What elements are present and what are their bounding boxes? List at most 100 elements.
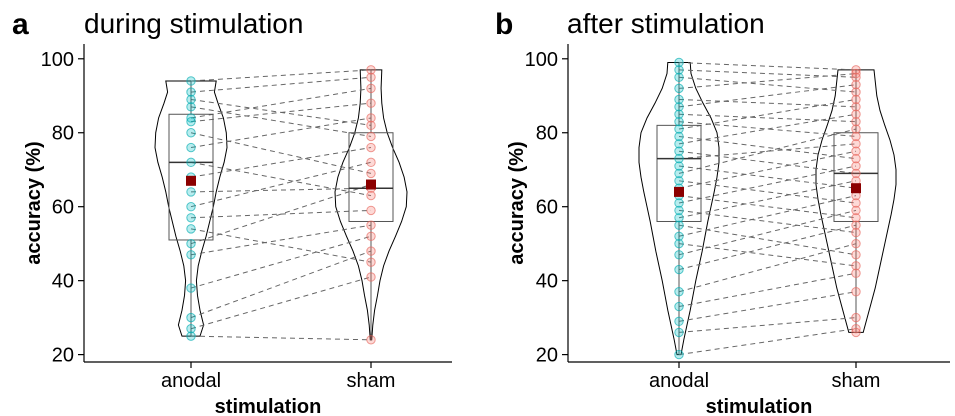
y-tick-label: 80 <box>52 123 74 145</box>
data-point-anodal <box>674 301 684 312</box>
violin-anodal <box>638 61 720 356</box>
data-point-anodal <box>186 331 196 341</box>
pair-line <box>678 113 857 123</box>
data-point-anodal <box>186 213 196 223</box>
pair-line <box>678 209 857 234</box>
pair-line <box>190 161 372 197</box>
y-axis-title: accuracy (%) <box>23 141 45 264</box>
pair-line <box>190 335 372 341</box>
data-point-anodal <box>674 65 684 75</box>
data-point-sham <box>366 142 376 153</box>
data-point-anodal <box>186 142 196 153</box>
data-point-anodal <box>186 224 196 234</box>
data-point-sham <box>366 83 376 94</box>
box-sham <box>348 132 394 222</box>
data-point-anodal <box>674 124 684 134</box>
pair-line <box>190 250 372 319</box>
data-point-sham <box>851 65 861 75</box>
pair-line <box>190 147 372 178</box>
data-point-anodal <box>674 168 684 179</box>
x-axis-title: stimulation <box>706 396 813 416</box>
pair-line <box>190 187 372 193</box>
data-point-anodal <box>674 205 684 216</box>
mean-marker-sham <box>366 179 376 190</box>
mean-marker-sham <box>851 183 861 194</box>
pair-line <box>678 98 857 108</box>
data-point-sham <box>851 327 861 338</box>
x-tick-label-sham: sham <box>832 370 881 392</box>
data-point-anodal <box>186 116 196 127</box>
data-point-sham <box>366 98 376 108</box>
y-tick-label: 100 <box>525 49 558 71</box>
data-point-sham <box>851 87 861 97</box>
data-point-anodal <box>674 220 684 230</box>
violin-sham <box>815 69 897 333</box>
panel-letter: a <box>12 8 29 41</box>
pair-line <box>190 235 372 289</box>
pair-line <box>678 84 857 108</box>
pair-line <box>678 128 857 174</box>
x-tick-label-anodal: anodal <box>649 370 709 392</box>
data-point-sham <box>851 227 861 238</box>
data-point-anodal <box>186 187 196 197</box>
data-point-anodal <box>674 250 684 260</box>
pair-line <box>678 180 857 204</box>
x-tick-label-anodal: anodal <box>161 370 221 392</box>
data-point-sham <box>851 268 861 278</box>
data-point-sham <box>851 220 861 230</box>
data-point-anodal <box>674 94 684 105</box>
data-point-sham <box>851 131 861 142</box>
y-tick-label: 80 <box>536 123 558 145</box>
data-point-sham <box>366 257 376 267</box>
panel-title: after stimulation <box>567 8 765 39</box>
data-point-anodal <box>186 283 196 293</box>
box-anodal <box>168 113 214 241</box>
data-point-sham <box>851 94 861 105</box>
pair-line <box>190 87 372 119</box>
panel-title: during stimulation <box>84 8 303 39</box>
pair-line <box>678 69 857 78</box>
data-point-sham <box>851 109 861 119</box>
mean-marker-anodal <box>674 186 684 197</box>
data-point-sham <box>851 72 861 82</box>
data-point-anodal <box>674 213 684 223</box>
data-point-sham <box>851 287 861 297</box>
data-point-anodal <box>186 102 196 112</box>
data-point-sham <box>366 220 376 230</box>
data-point-anodal <box>674 198 684 208</box>
data-point-anodal <box>186 87 196 97</box>
panel-letter: b <box>495 8 513 41</box>
pair-line <box>678 291 857 322</box>
pair-line <box>190 132 372 174</box>
x-axis-title: stimulation <box>215 396 322 416</box>
pair-line <box>678 317 857 333</box>
data-point-sham <box>851 213 861 223</box>
data-point-sham <box>366 272 376 282</box>
data-point-sham <box>851 161 861 171</box>
pair-line <box>678 121 857 137</box>
pair-line <box>190 117 372 149</box>
data-point-anodal <box>674 72 684 82</box>
y-tick-label: 60 <box>536 197 558 219</box>
data-point-sham <box>366 65 376 75</box>
y-tick-label: 100 <box>41 49 74 71</box>
data-point-anodal <box>674 146 684 156</box>
data-point-anodal <box>674 349 684 360</box>
data-point-sham <box>366 205 376 216</box>
pair-line <box>190 69 372 82</box>
data-point-sham <box>366 335 376 345</box>
pair-line <box>678 143 857 160</box>
box-anodal <box>656 124 702 222</box>
data-point-anodal <box>674 176 684 186</box>
pair-line <box>678 272 857 308</box>
pair-line <box>678 135 857 160</box>
panel-b: b after stimulation 20 40 60 80 100 anodal shams… <box>495 8 950 416</box>
pair-line <box>678 165 857 204</box>
data-point-sham <box>366 72 376 82</box>
data-point-anodal <box>186 324 196 334</box>
data-point-anodal <box>186 113 196 123</box>
pair-line <box>190 106 372 137</box>
x-tick-label-sham: sham <box>347 370 396 392</box>
y-tick-label: 40 <box>536 271 558 293</box>
data-point-sham <box>366 131 376 142</box>
